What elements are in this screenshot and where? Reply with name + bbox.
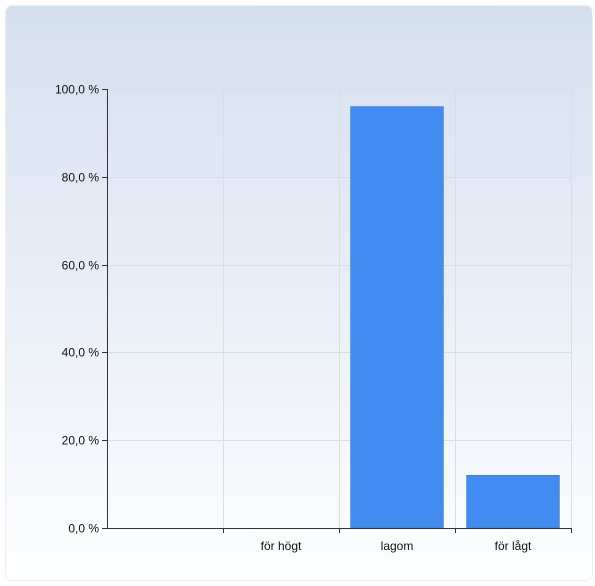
- y-tick-label: 40,0 %: [62, 346, 100, 360]
- y-tick-label: 80,0 %: [62, 171, 100, 185]
- tick-labels: 0,0 % 20,0 % 40,0 % 60,0 % 80,0 % 100,0 % för …: [55, 83, 532, 554]
- y-tick-label: 60,0 %: [62, 259, 100, 273]
- bar-för-lågt: [466, 474, 560, 529]
- y-tick-label: 100,0 %: [55, 83, 99, 97]
- grid-lines: [107, 89, 572, 528]
- bars: [350, 106, 560, 529]
- x-tick-label: för högt: [261, 539, 302, 553]
- y-tick-label: 20,0 %: [62, 434, 100, 448]
- axes: [102, 89, 572, 533]
- x-tick-label: lagom: [381, 539, 414, 553]
- x-tick-label: för lågt: [495, 539, 532, 553]
- bar-lagom: [350, 106, 444, 529]
- y-tick-label: 0,0 %: [68, 522, 99, 536]
